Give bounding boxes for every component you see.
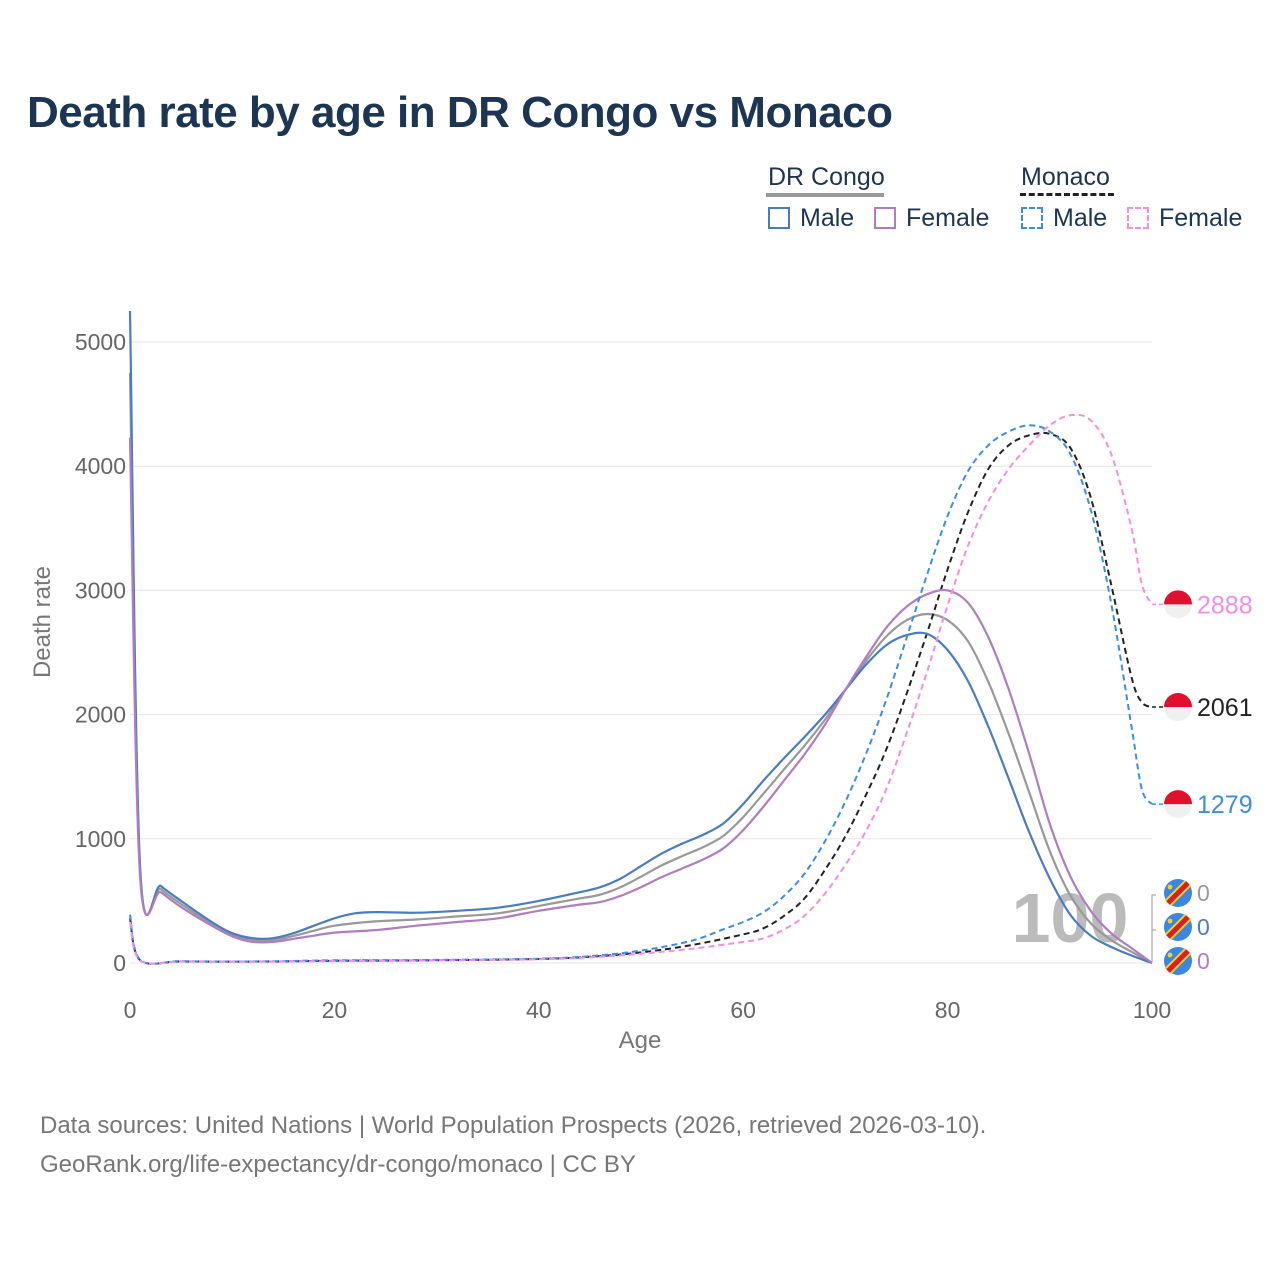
- flag-star: [1167, 952, 1173, 958]
- flag-monaco-monaco-male: [1164, 790, 1192, 819]
- end-label-dr-congo-male: 0: [1197, 914, 1210, 940]
- series-line-dr-congo-female: [128, 437, 1153, 964]
- drc-bracket: [1151, 894, 1156, 962]
- end-label-monaco-male: 1279: [1197, 791, 1253, 819]
- x-tick-60: 60: [730, 997, 756, 1023]
- x-tick-40: 40: [526, 997, 552, 1023]
- flag-red-band: [1166, 881, 1190, 905]
- flag-monaco-monaco-total: [1164, 693, 1192, 722]
- flag-red-band: [1166, 915, 1190, 939]
- y-tick-1000: 1000: [75, 826, 126, 852]
- footer-sources: Data sources: United Nations | World Pop…: [40, 1112, 987, 1139]
- x-tick-100: 100: [1133, 997, 1171, 1023]
- series-lines: [128, 310, 1153, 965]
- x-tick-80: 80: [935, 997, 961, 1023]
- flag-star: [1167, 918, 1173, 924]
- series-line-monaco-total: [129, 431, 1153, 965]
- footer: Data sources: United Nations | World Pop…: [40, 1106, 986, 1184]
- series-line-monaco-male: [129, 424, 1153, 965]
- y-tick-4000: 4000: [75, 453, 126, 479]
- end-labels: 1279 2888 2061 0 0 0: [1151, 590, 1253, 975]
- flag-drcongo-dr-congo-female: [1164, 947, 1192, 975]
- flag-red-band: [1166, 949, 1190, 973]
- y-tick-0: 0: [113, 950, 126, 976]
- end-label-dr-congo-female: 0: [1197, 948, 1210, 974]
- gridlines: [130, 341, 1152, 964]
- flag-red-half: [1164, 693, 1192, 708]
- y-axis-ticks: 0 1000 2000 3000 4000 5000: [75, 329, 126, 976]
- footer-link[interactable]: GeoRank.org/life-expectancy/dr-congo/mon…: [40, 1151, 636, 1178]
- x-axis-label: Age: [619, 1027, 662, 1054]
- y-tick-3000: 3000: [75, 577, 126, 603]
- chart-title: Death rate by age in DR Congo vs Monaco: [27, 88, 893, 137]
- series-line-monaco-female: [129, 413, 1153, 965]
- end-label-dr-congo-total: 0: [1197, 880, 1210, 906]
- flag-drcongo-dr-congo-male: [1164, 913, 1192, 941]
- flag-red-half: [1164, 790, 1192, 805]
- y-tick-2000: 2000: [75, 702, 126, 728]
- flag-star: [1167, 884, 1173, 890]
- age-watermark: 100: [1012, 879, 1129, 957]
- x-tick-20: 20: [322, 997, 348, 1023]
- flag-drcongo-dr-congo-total: [1164, 879, 1192, 907]
- x-tick-0: 0: [124, 997, 137, 1023]
- y-tick-5000: 5000: [75, 329, 126, 355]
- series-line-dr-congo-male: [128, 310, 1153, 965]
- flag-red-half: [1164, 590, 1192, 605]
- end-label-monaco-total: 2061: [1197, 694, 1253, 722]
- end-label-monaco-female: 2888: [1197, 591, 1253, 619]
- y-axis-label: Death rate: [29, 566, 56, 678]
- x-axis-ticks: 0 20 40 60 80 100: [124, 997, 1172, 1023]
- flag-monaco-monaco-female: [1164, 590, 1192, 619]
- series-line-dr-congo-total: [128, 373, 1153, 964]
